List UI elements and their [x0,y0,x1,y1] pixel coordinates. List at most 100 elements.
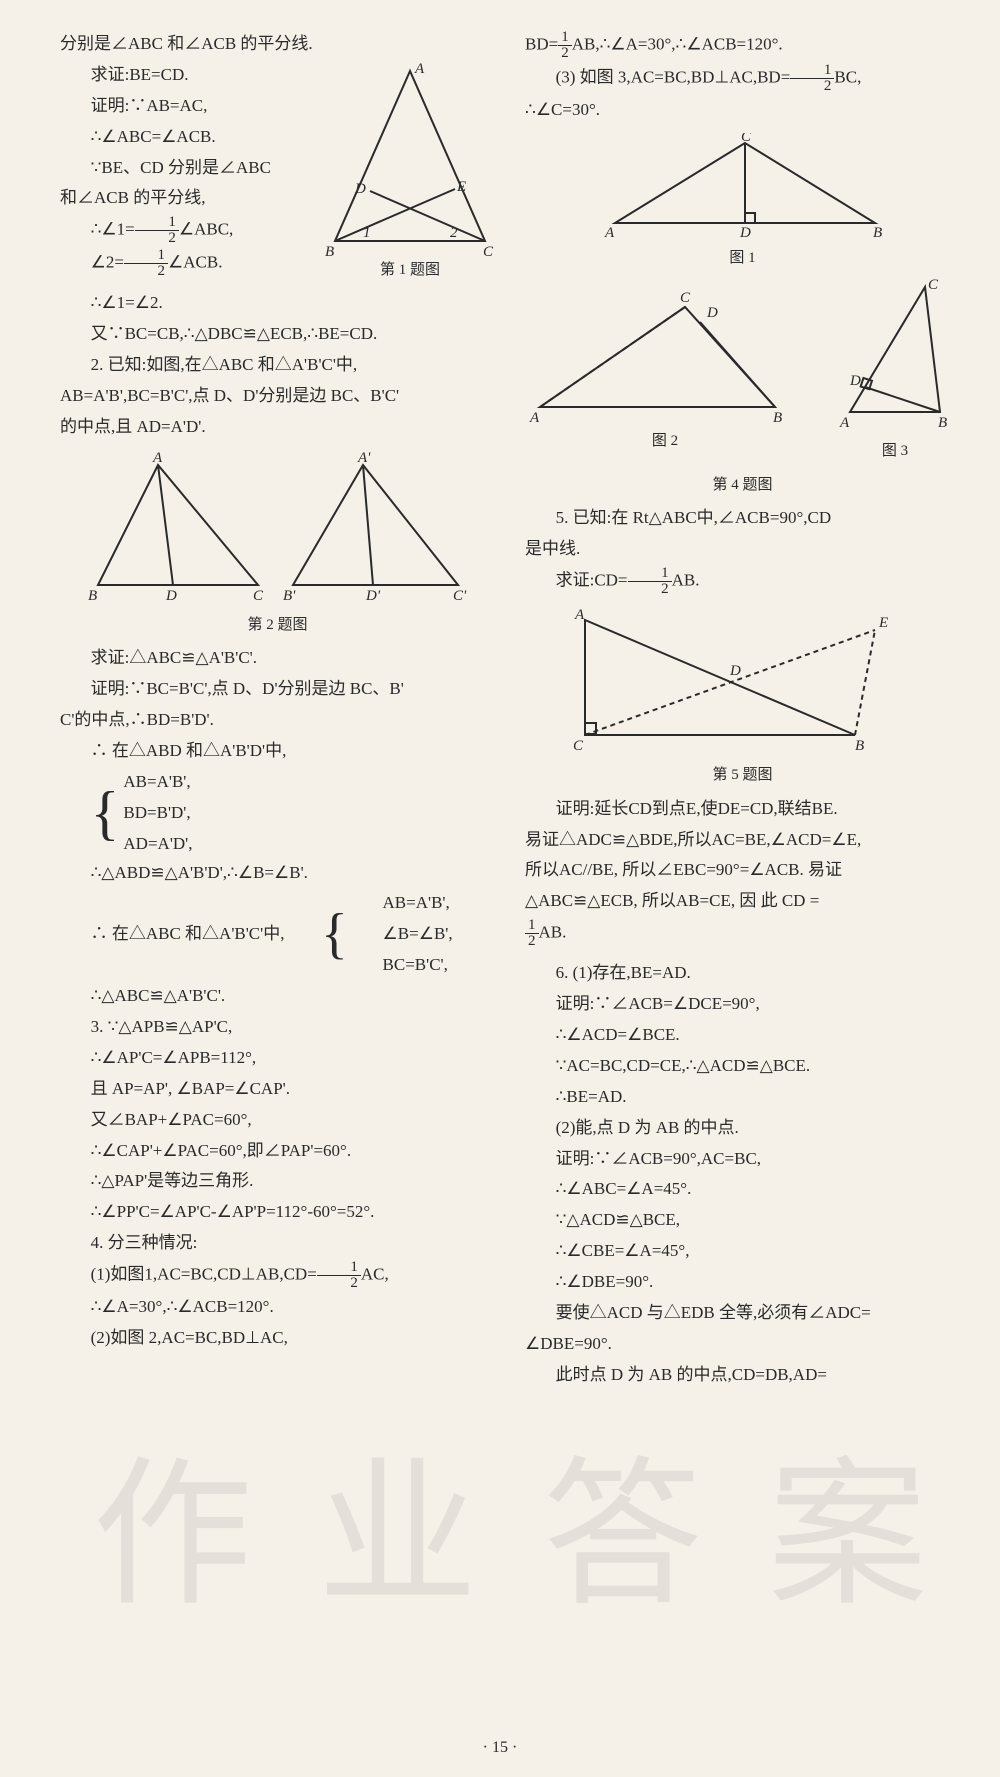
fraction: 12 [124,248,168,279]
text-line: 4. 分三种情况: [60,1229,495,1258]
brace-item: ∠B=∠B', [352,920,453,949]
text-with-figure: 求证:BE=CD. 证明:∵AB=AC, ∴∠ABC=∠ACB. ∵BE、CD … [60,61,495,290]
text-line: 所以AC//BE, 所以∠EBC=90°=∠ACB. 易证 [525,856,960,885]
text-line: ∴∠1=∠2. [60,289,495,318]
svg-text:D: D [739,225,751,238]
text: AB. [672,571,700,590]
text-line: (1)如图1,AC=BC,CD⊥AB,CD=12AC, [60,1260,495,1291]
text-line: ∴△ABD≌△A'B'D',∴∠B=∠B'. [60,859,495,888]
figure-4: CADB 图 1 CABD 图 2 [525,133,960,499]
svg-text:C: C [253,588,264,604]
text-line: 的中点,且 AD=A'D'. [60,413,495,442]
left-brace: { [290,912,347,957]
text-line: ∴∠1=12∠ABC, [60,215,315,246]
text-line: 和∠ACB 的平分线, [60,184,315,213]
text-line: (3) 如图 3,AC=BC,BD⊥AC,BD=12BC, [525,63,960,94]
brace-item: BC=B'C', [352,951,453,980]
brace-item: BD=B'D', [123,799,192,828]
text-line: ∴△ABC≌△A'B'C'. [60,982,495,1011]
fig5-svg: ACBED [565,605,895,755]
svg-text:1: 1 [363,225,371,241]
brace-system: { AB=A'B', BD=B'D', AD=A'D', [91,768,495,859]
text-line: ∴∠DBE=90°. [525,1268,960,1297]
svg-text:C': C' [453,588,467,604]
left-brace: { [91,789,120,837]
svg-text:D: D [354,181,366,197]
svg-text:A: A [414,61,425,77]
text-line: 是中线. [525,535,960,564]
svg-text:B: B [873,225,882,238]
text: AC, [361,1265,389,1284]
text-line: BD=12AB,∴∠A=30°,∴∠ACB=120°. [525,30,960,61]
svg-text:B: B [855,738,864,754]
text-line: 证明:∵∠ACB=90°,AC=BC, [525,1145,960,1174]
text-line: ∴BE=AD. [525,1083,960,1112]
svg-text:E: E [456,179,466,195]
text: BC, [834,67,861,86]
figure-2: ABDC A'B'D'C' 第 2 题图 [60,450,495,639]
text-line: ∠DBE=90°. [525,1330,960,1359]
text-line: ∴∠CBE=∠A=45°, [525,1237,960,1266]
text: (3) 如图 3,AC=BC,BD⊥AC,BD= [556,67,791,86]
text: 求证:CD= [556,571,628,590]
figure-caption: 第 2 题图 [60,613,495,639]
text: ∠2= [91,253,124,272]
triangle-figure-svg: A B C D E 1 2 [325,61,495,256]
text-line: 2. 已知:如图,在△ABC 和△A'B'C'中, [60,351,495,380]
text-line: AB=A'B',BC=B'C',点 D、D'分别是边 BC、B'C' [60,382,495,411]
svg-text:B: B [938,415,947,431]
fraction: 12 [317,1260,361,1291]
text-line: 3. ∵△APB≌△AP'C, [60,1013,495,1042]
text: ∠ABC, [179,220,233,239]
svg-text:A: A [574,607,585,623]
text-line: 此时点 D 为 AB 的中点,CD=DB,AD= [525,1361,960,1390]
text-line: ∴∠CAP'+∠PAC=60°,即∠PAP'=60°. [60,1137,495,1166]
text-line: 要使△ACD 与△EDB 全等,必须有∠ADC= [525,1299,960,1328]
right-column: BD=12AB,∴∠A=30°,∴∠ACB=120°. (3) 如图 3,AC=… [525,30,960,1730]
figure-5: ACBED 第 5 题图 [525,605,960,789]
text: AB,∴∠A=30°,∴∠ACB=120°. [572,34,783,53]
svg-text:A': A' [357,450,371,466]
svg-text:C: C [741,133,752,145]
fraction: 12 [525,918,539,949]
text-line: 6. (1)存在,BE=AD. [525,959,960,988]
text-line: ∴∠ABC=∠ACB. [60,123,315,152]
figure-caption: 第 1 题图 [325,258,495,284]
svg-text:A: A [839,415,850,431]
svg-text:D': D' [365,588,381,604]
left-column: 分别是∠ABC 和∠ACB 的平分线. 求证:BE=CD. 证明:∵AB=AC,… [60,30,495,1730]
svg-text:A: A [529,410,540,426]
svg-text:C: C [680,290,691,306]
svg-text:B: B [325,244,334,256]
figure-subcaption: 图 1 [525,246,960,272]
fig4-panel3-svg: CABD [830,277,960,437]
text: BD= [525,34,558,53]
text-line: △ABC≌△ECB, 所以AB=CE, 因 此 CD = [525,887,960,916]
svg-text:C: C [573,738,584,754]
svg-text:A: A [152,450,163,466]
text-line: 求证:△ABC≌△A'B'C'. [60,644,495,673]
text-line: ∴∠PP'C=∠AP'C-∠AP'P=112°-60°=52°. [60,1198,495,1227]
svg-text:D: D [165,588,177,604]
brace-item: AB=A'B', [352,889,453,918]
svg-text:B: B [88,588,97,604]
svg-text:C: C [483,244,494,256]
fraction: 12 [558,30,572,61]
figure-caption: 第 5 题图 [525,763,960,789]
text-line: ∴∠C=30°. [525,96,960,125]
brace-item: AD=A'D', [123,830,192,859]
text-line: 证明:∵BC=B'C',点 D、D'分别是边 BC、B' [60,675,495,704]
text: ∠ACB. [168,253,222,272]
text: ∴ 在△ABC 和△A'B'C'中, [60,920,284,949]
svg-text:2: 2 [450,225,458,241]
text-line: 12AB. [525,918,960,949]
text-line: 又∠BAP+∠PAC=60°, [60,1106,495,1135]
text-line: 证明:∵∠ACB=∠DCE=90°, [525,990,960,1019]
svg-text:B: B [773,410,782,426]
text-line: ∠2=12∠ACB. [60,248,315,279]
brace-item: AB=A'B', [123,768,192,797]
text-line: C'的中点,∴BD=B'D'. [60,706,495,735]
text-line: ∵AC=BC,CD=CE,∴△ACD≌△BCE. [525,1052,960,1081]
text: AB. [539,923,567,942]
text-line: ∴∠AP'C=∠APB=112°, [60,1044,495,1073]
